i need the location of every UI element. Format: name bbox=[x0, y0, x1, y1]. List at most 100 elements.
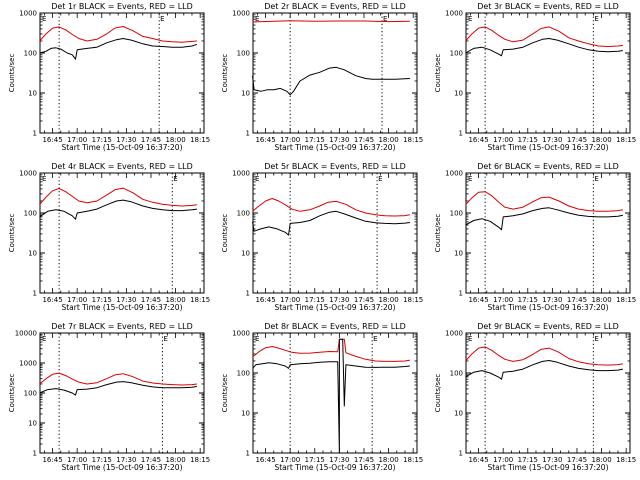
x-tick-label: 18:15 bbox=[403, 296, 423, 304]
x-tick-label: 17:45 bbox=[567, 136, 587, 144]
panel-title: Det 8r BLACK = Events, RED = LLD bbox=[264, 322, 406, 331]
annotation-label: E bbox=[255, 15, 259, 23]
panel-title: Det 6r BLACK = Events, RED = LLD bbox=[477, 162, 619, 171]
x-tick-label: 18:00 bbox=[591, 456, 611, 464]
y-tick-label: 10 bbox=[241, 250, 250, 258]
y-tick-label: 100 bbox=[450, 210, 463, 218]
y-tick-label: 10000 bbox=[15, 330, 37, 338]
events-series-line bbox=[39, 199, 197, 220]
events-series-line bbox=[39, 38, 198, 60]
x-tick-label: 17:15 bbox=[305, 296, 325, 304]
y-tick-label: 10 bbox=[28, 250, 37, 258]
x-tick-label: 17:45 bbox=[141, 456, 161, 464]
x-tick-label: 18:00 bbox=[378, 296, 398, 304]
detector-panel-4: Det 4r BLACK = Events, RED = LLD 1 10 100 10… bbox=[8, 162, 210, 312]
y-tick-label: 1000 bbox=[19, 170, 37, 178]
x-axis-label: Start Time (15-Oct-09 16:37:20) bbox=[61, 143, 182, 152]
annotation-label: E bbox=[373, 335, 377, 343]
x-tick-label: 17:45 bbox=[567, 296, 587, 304]
annotation-label: E bbox=[468, 175, 472, 183]
x-tick-label: 17:00 bbox=[67, 296, 87, 304]
plot-frame bbox=[252, 12, 418, 134]
panel-title: Det 2r BLACK = Events, RED = LLD bbox=[264, 2, 406, 11]
detector-panel-3: Det 3r BLACK = Events, RED = LLD 1 10 100 10… bbox=[434, 2, 636, 152]
x-tick-label: 16:45 bbox=[42, 136, 62, 144]
x-tick-label: 17:15 bbox=[92, 456, 112, 464]
x-axis-label: Start Time (15-Oct-09 16:37:20) bbox=[61, 463, 182, 472]
y-axis-label: Counts/sec bbox=[8, 374, 16, 413]
x-tick-label: 17:30 bbox=[329, 136, 349, 144]
x-tick-label: 17:00 bbox=[493, 456, 513, 464]
detector-panel-9: Det 9r BLACK = Events, RED = LLD 1 10 100 10… bbox=[434, 322, 636, 472]
x-axis-label: Start Time (15-Oct-09 16:37:20) bbox=[61, 303, 182, 312]
x-tick-label: 18:00 bbox=[591, 296, 611, 304]
annotation-label: E bbox=[42, 175, 46, 183]
y-tick-label: 1 bbox=[459, 290, 463, 298]
x-tick-label: 17:00 bbox=[493, 296, 513, 304]
lld-series-line bbox=[252, 20, 410, 23]
detector-panel-5: Det 5r BLACK = Events, RED = LLD 1 10 100 10… bbox=[221, 162, 423, 312]
y-tick-label: 1000 bbox=[232, 10, 250, 18]
panel-title: Det 7r BLACK = Events, RED = LLD bbox=[51, 322, 193, 331]
annotation-label: E bbox=[160, 15, 164, 23]
x-tick-label: 16:45 bbox=[255, 136, 275, 144]
annotation-label: E bbox=[468, 335, 472, 343]
x-axis-label: Start Time (15-Oct-09 16:37:20) bbox=[274, 143, 395, 152]
y-tick-label: 1 bbox=[33, 130, 37, 138]
y-tick-label: 100 bbox=[24, 210, 37, 218]
y-axis-label: Counts/sec bbox=[8, 54, 16, 93]
annotation-label: E bbox=[594, 15, 598, 23]
y-tick-label: 100 bbox=[237, 210, 250, 218]
x-tick-label: 17:30 bbox=[329, 296, 349, 304]
annotation-label: E bbox=[594, 175, 598, 183]
events-series-line bbox=[465, 207, 624, 231]
x-axis-label: Start Time (15-Oct-09 16:37:20) bbox=[274, 463, 395, 472]
annotation-label: E bbox=[255, 175, 259, 183]
x-tick-label: 17:45 bbox=[354, 296, 374, 304]
panel-title: Det 4r BLACK = Events, RED = LLD bbox=[51, 162, 193, 171]
y-tick-label: 10 bbox=[241, 410, 250, 418]
detector-panel-1: Det 1r BLACK = Events, RED = LLD 1 10 100 10… bbox=[8, 2, 210, 152]
annotation-label: E bbox=[383, 15, 387, 23]
plot-frame bbox=[39, 172, 205, 294]
plot-frame bbox=[465, 332, 631, 454]
y-axis-label: Counts/sec bbox=[434, 214, 442, 253]
panel-title: Det 9r BLACK = Events, RED = LLD bbox=[477, 322, 619, 331]
y-tick-label: 100 bbox=[450, 50, 463, 58]
annotation-label: E bbox=[173, 175, 177, 183]
x-tick-label: 18:15 bbox=[190, 456, 210, 464]
lld-series-line bbox=[465, 191, 623, 212]
x-tick-label: 17:00 bbox=[493, 136, 513, 144]
lld-series-line bbox=[39, 187, 197, 207]
x-tick-label: 17:30 bbox=[542, 136, 562, 144]
x-tick-label: 18:00 bbox=[378, 136, 398, 144]
annotation-label: E bbox=[594, 335, 598, 343]
y-axis-label: Counts/sec bbox=[434, 374, 442, 413]
y-tick-label: 1 bbox=[459, 130, 463, 138]
y-tick-label: 10 bbox=[28, 420, 37, 428]
x-tick-label: 17:00 bbox=[280, 136, 300, 144]
y-tick-label: 1 bbox=[459, 450, 463, 458]
x-tick-label: 17:45 bbox=[141, 136, 161, 144]
annotation-label: E bbox=[255, 335, 259, 343]
y-tick-label: 1000 bbox=[445, 170, 463, 178]
x-tick-label: 18:00 bbox=[165, 456, 185, 464]
plot-frame bbox=[465, 12, 631, 134]
x-tick-label: 18:15 bbox=[616, 456, 636, 464]
y-axis-label: Counts/sec bbox=[221, 214, 229, 253]
y-axis-label: Counts/sec bbox=[434, 54, 442, 93]
x-tick-label: 17:15 bbox=[305, 456, 325, 464]
y-tick-label: 1000 bbox=[19, 10, 37, 18]
detector-panel-2: Det 2r BLACK = Events, RED = LLD 1 10 100 10… bbox=[221, 2, 423, 152]
y-tick-label: 100 bbox=[450, 370, 463, 378]
lld-series-line bbox=[465, 26, 623, 47]
x-tick-label: 17:00 bbox=[280, 456, 300, 464]
events-series-line bbox=[465, 38, 623, 57]
events-series-line bbox=[39, 381, 197, 396]
y-tick-label: 10 bbox=[454, 90, 463, 98]
x-axis-label: Start Time (15-Oct-09 16:37:20) bbox=[274, 303, 395, 312]
x-tick-label: 18:00 bbox=[165, 136, 185, 144]
y-tick-label: 100 bbox=[237, 370, 250, 378]
annotation-label: E bbox=[468, 15, 472, 23]
